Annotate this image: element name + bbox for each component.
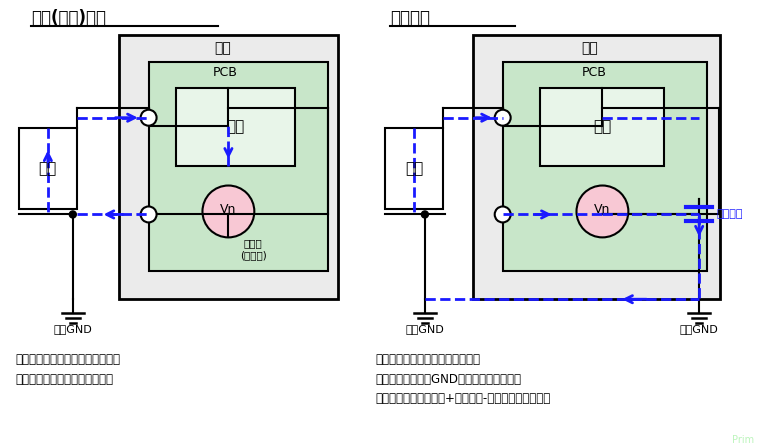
Text: 杂散电容: 杂散电容 bbox=[716, 210, 742, 219]
Text: ・在电源线之间不产生噪声电压。: ・在电源线之间不产生噪声电压。 bbox=[375, 353, 480, 366]
Bar bbox=[119, 35, 338, 299]
Text: PCB: PCB bbox=[582, 66, 607, 79]
Text: 共模噪声: 共模噪声 bbox=[390, 9, 430, 27]
Bar bbox=[175, 88, 295, 165]
Text: 电源: 电源 bbox=[405, 161, 423, 176]
Circle shape bbox=[69, 211, 76, 218]
Text: 电路: 电路 bbox=[227, 119, 244, 134]
Circle shape bbox=[494, 110, 510, 126]
Text: (信号源): (信号源) bbox=[240, 250, 267, 260]
Text: 壳体: 壳体 bbox=[214, 41, 230, 55]
Text: 基准GND: 基准GND bbox=[405, 324, 444, 334]
Circle shape bbox=[494, 206, 510, 223]
Bar bbox=[149, 62, 328, 271]
Bar bbox=[385, 128, 443, 210]
Text: 电源: 电源 bbox=[39, 161, 57, 176]
Bar bbox=[503, 62, 707, 271]
Text: 基准GND: 基准GND bbox=[53, 324, 92, 334]
Text: 壳体: 壳体 bbox=[581, 41, 598, 55]
Text: Vn: Vn bbox=[594, 203, 610, 216]
Circle shape bbox=[140, 206, 156, 223]
Bar bbox=[473, 35, 720, 299]
Text: ・在电源线之间产生噪声电压。: ・在电源线之间产生噪声电压。 bbox=[15, 372, 113, 385]
Circle shape bbox=[421, 211, 428, 218]
Circle shape bbox=[140, 110, 156, 126]
Text: Vn: Vn bbox=[221, 203, 237, 216]
Text: PCB: PCB bbox=[213, 66, 238, 79]
Text: 基准GND: 基准GND bbox=[680, 324, 719, 334]
Text: 差模(常模)噪声: 差模(常模)噪声 bbox=[31, 9, 106, 27]
Text: Prim: Prim bbox=[732, 435, 754, 445]
Bar bbox=[539, 88, 665, 165]
Text: 电路: 电路 bbox=[594, 119, 612, 134]
Text: ・在电源线与基准GND之间产生噪声电压。: ・在电源线与基准GND之间产生噪声电压。 bbox=[375, 372, 521, 385]
Text: ・噪声电流与电源的（+）端和（-）端电流路径相同。: ・噪声电流与电源的（+）端和（-）端电流路径相同。 bbox=[375, 392, 550, 405]
Circle shape bbox=[577, 186, 629, 237]
Circle shape bbox=[202, 186, 254, 237]
Text: ・噪声电流与电源电流路径相同。: ・噪声电流与电源电流路径相同。 bbox=[15, 353, 120, 366]
Bar bbox=[19, 128, 77, 210]
Text: 噪声源: 噪声源 bbox=[244, 238, 262, 248]
